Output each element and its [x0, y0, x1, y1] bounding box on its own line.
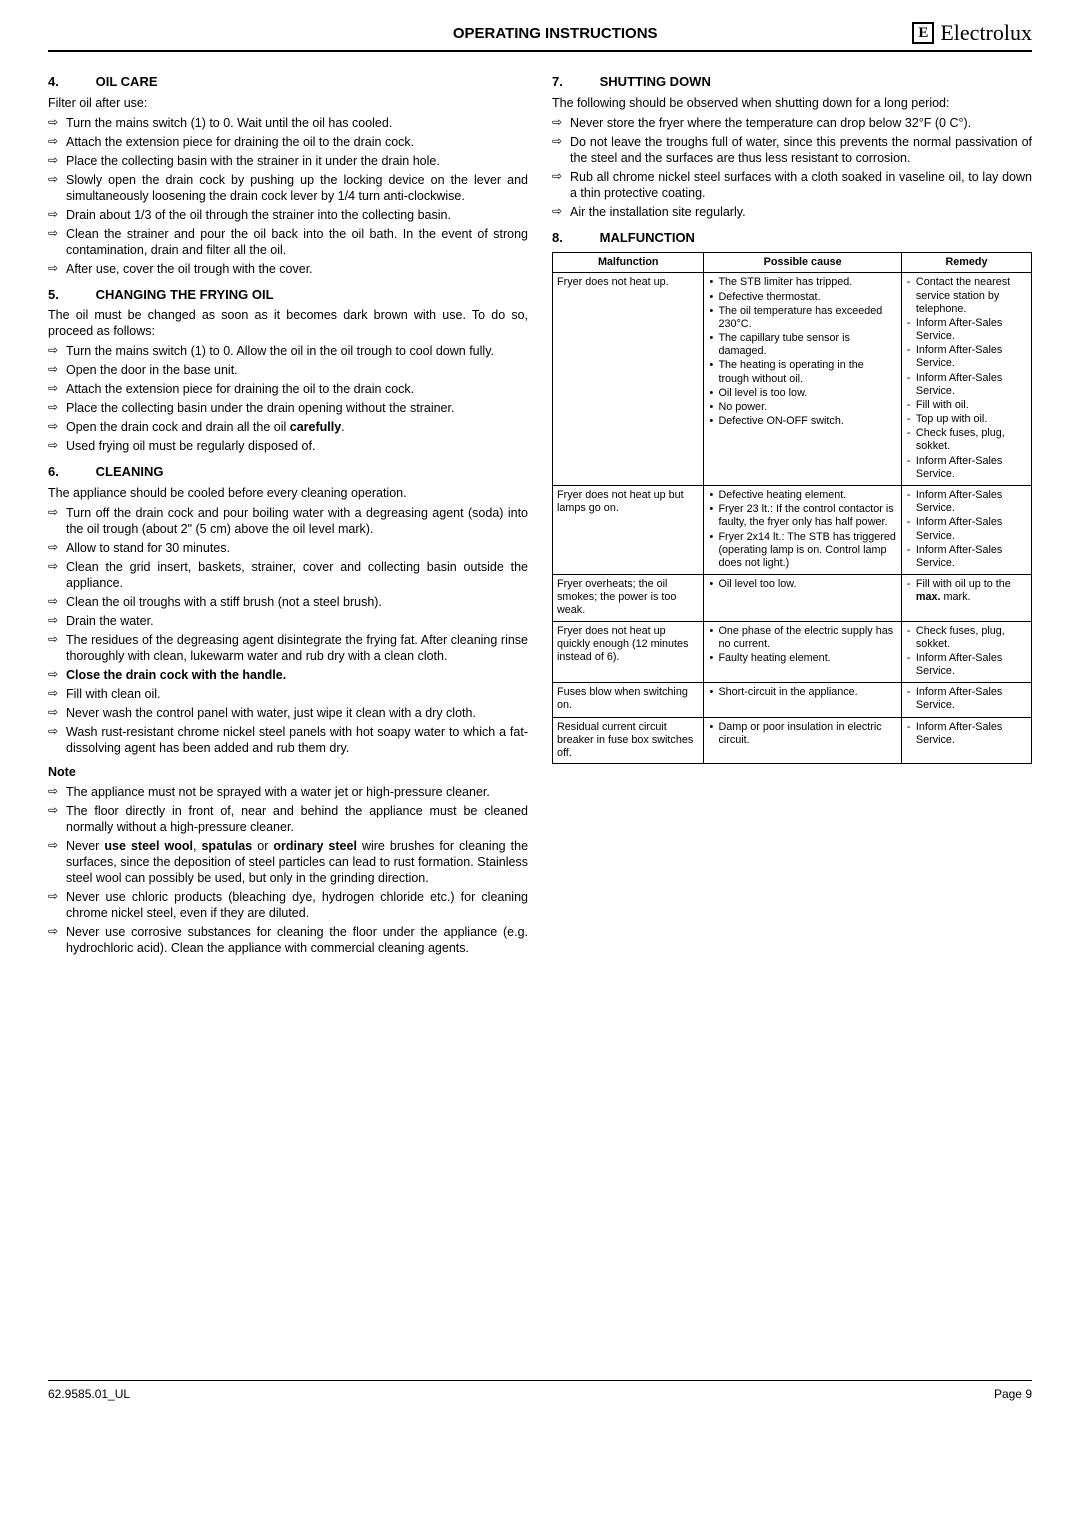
- cell-remedy: Inform After-Sales Service.: [901, 683, 1031, 717]
- th-remedy: Remedy: [901, 253, 1031, 273]
- list-item: Attach the extension piece for draining …: [48, 134, 528, 150]
- list-item: Place the collecting basin with the stra…: [48, 153, 528, 169]
- section-6-list: Turn off the drain cock and pour boiling…: [48, 505, 528, 756]
- cell-cause: One phase of the electric supply has no …: [704, 621, 901, 683]
- list-item: Do not leave the troughs full of water, …: [552, 134, 1032, 166]
- cell-malfunction: Fryer does not heat up.: [553, 273, 704, 486]
- list-item: Clean the strainer and pour the oil back…: [48, 226, 528, 258]
- list-item: Place the collecting basin under the dra…: [48, 400, 528, 416]
- section-7-intro: The following should be observed when sh…: [552, 95, 1032, 111]
- list-item: Open the drain cock and drain all the oi…: [48, 419, 528, 435]
- malfunction-table: Malfunction Possible cause Remedy Fryer …: [552, 252, 1032, 764]
- list-item: Clean the oil troughs with a stiff brush…: [48, 594, 528, 610]
- th-cause: Possible cause: [704, 253, 901, 273]
- brand: E Electrolux: [912, 20, 1032, 46]
- list-item: Used frying oil must be regularly dispos…: [48, 438, 528, 454]
- list-item: Allow to stand for 30 minutes.: [48, 540, 528, 556]
- list-item: Wash rust-resistant chrome nickel steel …: [48, 724, 528, 756]
- section-5-heading: 5. CHANGING THE FRYING OIL: [48, 287, 528, 304]
- cell-cause: Defective heating element.Fryer 23 lt.: …: [704, 486, 901, 575]
- list-item: Fill with clean oil.: [48, 686, 528, 702]
- list-item: Close the drain cock with the handle.: [48, 667, 528, 683]
- header-title: OPERATING INSTRUCTIONS: [198, 25, 912, 42]
- list-item: Slowly open the drain cock by pushing up…: [48, 172, 528, 204]
- cell-cause: The STB limiter has tripped.Defective th…: [704, 273, 901, 486]
- list-item: Open the door in the base unit.: [48, 362, 528, 378]
- table-row: Fryer does not heat up but lamps go on.D…: [553, 486, 1032, 575]
- section-5-list: Turn the mains switch (1) to 0. Allow th…: [48, 343, 528, 454]
- cell-remedy: Fill with oil up to the max. mark.: [901, 575, 1031, 622]
- cell-cause: Short-circuit in the appliance.: [704, 683, 901, 717]
- brand-text: Electrolux: [940, 20, 1032, 46]
- list-item: The floor directly in front of, near and…: [48, 803, 528, 835]
- list-item: Turn the mains switch (1) to 0. Allow th…: [48, 343, 528, 359]
- footer-right: Page 9: [994, 1387, 1032, 1401]
- list-item: Drain about 1/3 of the oil through the s…: [48, 207, 528, 223]
- cell-remedy: Inform After-Sales Service.Inform After-…: [901, 486, 1031, 575]
- table-row: Fuses blow when switching on.Short-circu…: [553, 683, 1032, 717]
- list-item: Never use corrosive substances for clean…: [48, 924, 528, 956]
- section-4-heading: 4. OIL CARE: [48, 74, 528, 91]
- section-6-intro: The appliance should be cooled before ev…: [48, 485, 528, 501]
- list-item: Air the installation site regularly.: [552, 204, 1032, 220]
- section-8-heading: 8. MALFUNCTION: [552, 230, 1032, 247]
- list-item: Drain the water.: [48, 613, 528, 629]
- section-4-list: Turn the mains switch (1) to 0. Wait unt…: [48, 115, 528, 277]
- table-row: Residual current circuit breaker in fuse…: [553, 717, 1032, 764]
- page-header: OPERATING INSTRUCTIONS E Electrolux: [48, 20, 1032, 52]
- list-item: Never use chloric products (bleaching dy…: [48, 889, 528, 921]
- table-row: Fryer overheats; the oil smokes; the pow…: [553, 575, 1032, 622]
- page-footer: 62.9585.01_UL Page 9: [48, 1380, 1032, 1401]
- left-column: 4. OIL CARE Filter oil after use: Turn t…: [48, 64, 528, 960]
- cell-remedy: Contact the nearest service station by t…: [901, 273, 1031, 486]
- table-header-row: Malfunction Possible cause Remedy: [553, 253, 1032, 273]
- cell-malfunction: Fryer does not heat up but lamps go on.: [553, 486, 704, 575]
- note-list: The appliance must not be sprayed with a…: [48, 784, 528, 956]
- cell-cause: Oil level too low.: [704, 575, 901, 622]
- section-7-list: Never store the fryer where the temperat…: [552, 115, 1032, 220]
- list-item: Rub all chrome nickel steel surfaces wit…: [552, 169, 1032, 201]
- cell-remedy: Inform After-Sales Service.: [901, 717, 1031, 764]
- list-item: Never wash the control panel with water,…: [48, 705, 528, 721]
- section-5-intro: The oil must be changed as soon as it be…: [48, 307, 528, 339]
- table-body: Fryer does not heat up.The STB limiter h…: [553, 273, 1032, 764]
- section-6-heading: 6. CLEANING: [48, 464, 528, 481]
- list-item: Never use steel wool, spatulas or ordina…: [48, 838, 528, 886]
- list-item: The residues of the degreasing agent dis…: [48, 632, 528, 664]
- list-item: Attach the extension piece for draining …: [48, 381, 528, 397]
- section-4-intro: Filter oil after use:: [48, 95, 528, 111]
- cell-remedy: Check fuses, plug, sokket.Inform After-S…: [901, 621, 1031, 683]
- list-item: Turn off the drain cock and pour boiling…: [48, 505, 528, 537]
- note-heading: Note: [48, 764, 528, 780]
- th-malfunction: Malfunction: [553, 253, 704, 273]
- list-item: Clean the grid insert, baskets, strainer…: [48, 559, 528, 591]
- list-item: After use, cover the oil trough with the…: [48, 261, 528, 277]
- footer-left: 62.9585.01_UL: [48, 1387, 130, 1401]
- table-row: Fryer does not heat up.The STB limiter h…: [553, 273, 1032, 486]
- section-7-heading: 7. SHUTTING DOWN: [552, 74, 1032, 91]
- right-column: 7. SHUTTING DOWN The following should be…: [552, 64, 1032, 960]
- table-row: Fryer does not heat up quickly enough (1…: [553, 621, 1032, 683]
- list-item: Never store the fryer where the temperat…: [552, 115, 1032, 131]
- cell-malfunction: Fryer does not heat up quickly enough (1…: [553, 621, 704, 683]
- cell-malfunction: Residual current circuit breaker in fuse…: [553, 717, 704, 764]
- list-item: Turn the mains switch (1) to 0. Wait unt…: [48, 115, 528, 131]
- cell-malfunction: Fuses blow when switching on.: [553, 683, 704, 717]
- cell-malfunction: Fryer overheats; the oil smokes; the pow…: [553, 575, 704, 622]
- brand-icon: E: [912, 22, 934, 44]
- cell-cause: Damp or poor insulation in electric circ…: [704, 717, 901, 764]
- list-item: The appliance must not be sprayed with a…: [48, 784, 528, 800]
